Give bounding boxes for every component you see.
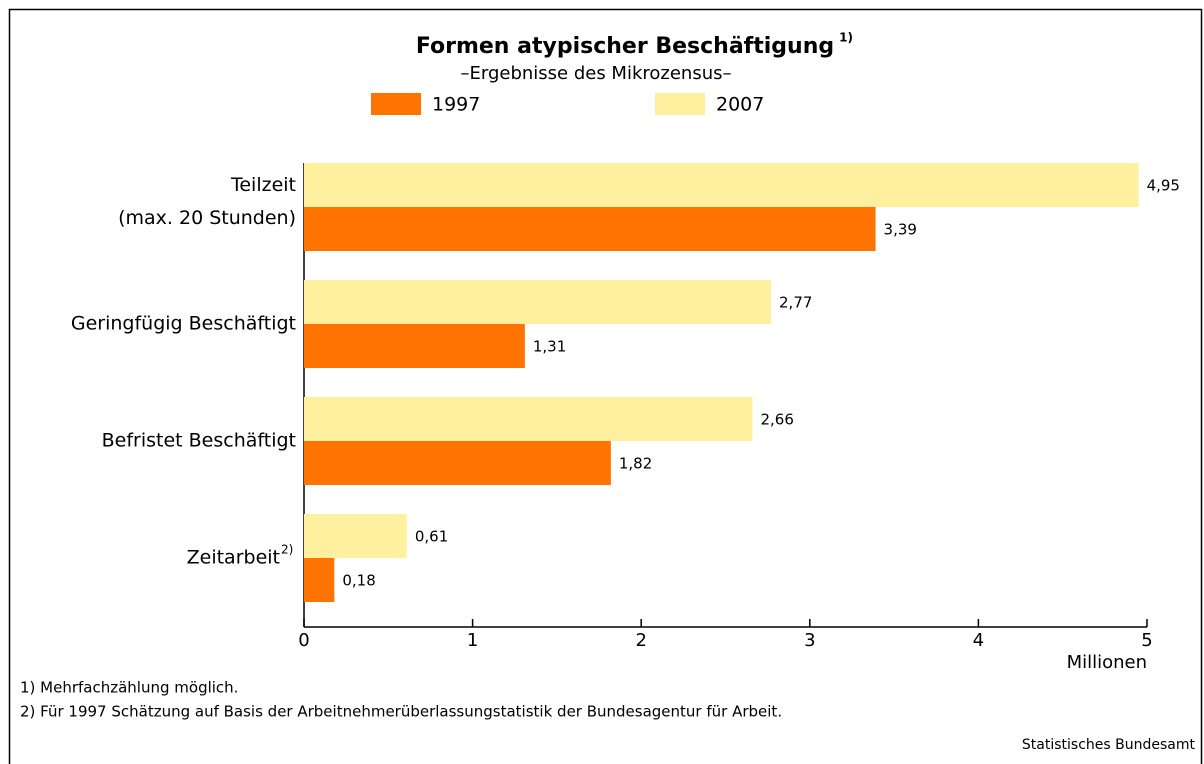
value-label: 2,66 xyxy=(760,411,793,429)
chart-title: Formen atypischer Beschäftigung xyxy=(416,34,834,59)
x-tick-label: 5 xyxy=(1141,630,1152,651)
frame xyxy=(8,8,1203,764)
category-label: Befristet Beschäftigt xyxy=(102,430,296,452)
bar xyxy=(304,514,407,558)
value-label: 2,77 xyxy=(779,294,812,312)
bar xyxy=(304,163,1139,207)
bar xyxy=(304,441,611,485)
bar xyxy=(304,280,772,324)
footnote: 2) Für 1997 Schätzung auf Basis der Arbe… xyxy=(20,703,782,721)
bar xyxy=(304,207,876,251)
footnote: 1) Mehrfachzählung möglich. xyxy=(20,679,238,697)
value-label: 4,95 xyxy=(1147,177,1180,195)
source: Statistisches Bundesamt xyxy=(1022,737,1196,753)
x-tick-label: 0 xyxy=(298,630,309,651)
bar xyxy=(304,324,525,368)
value-label: 0,18 xyxy=(342,572,375,590)
legend-swatch xyxy=(371,93,421,115)
title-footnote-mark: 1) xyxy=(839,31,853,45)
bar xyxy=(304,558,335,602)
category-label: Teilzeit (max. 20 Stunden) xyxy=(118,174,296,229)
x-tick-label: 3 xyxy=(804,630,815,651)
legend-label: 2007 xyxy=(716,94,764,116)
x-axis-label: Millionen xyxy=(1067,652,1147,673)
legend-label: 1997 xyxy=(432,94,480,116)
category-label: Zeitarbeit xyxy=(187,547,280,569)
x-tick-label: 2 xyxy=(635,630,646,651)
category-label: Geringfügig Beschäftigt xyxy=(71,313,296,335)
value-label: 0,61 xyxy=(415,528,448,546)
x-tick-label: 4 xyxy=(973,630,984,651)
value-label: 1,31 xyxy=(533,338,566,356)
value-label: 3,39 xyxy=(884,221,917,239)
category-footnote-mark: 2) xyxy=(281,543,293,557)
x-tick-label: 1 xyxy=(467,630,478,651)
chart-subtitle: –Ergebnisse des Mikrozensus– xyxy=(460,63,731,84)
value-label: 1,82 xyxy=(619,455,652,473)
legend-swatch xyxy=(655,93,705,115)
bar xyxy=(304,397,753,441)
